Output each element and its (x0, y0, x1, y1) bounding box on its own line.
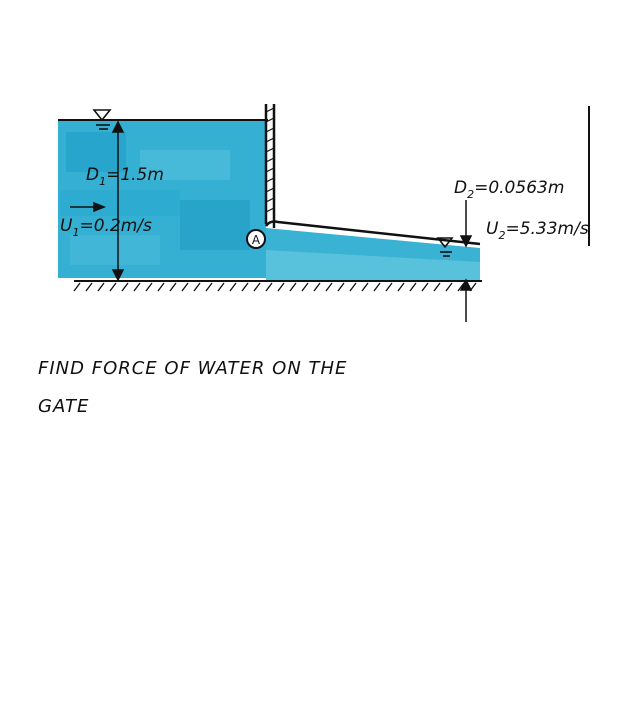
svg-text:U1=0.2m/s: U1=0.2m/s (60, 216, 152, 239)
upstream-water (58, 120, 266, 278)
depth-d1-arrow (111, 120, 125, 282)
sluice-gate (264, 104, 481, 246)
velocity-u1-arrow (70, 201, 107, 213)
channel-bed (73, 280, 482, 292)
label-d2: D2=0.0563m (454, 178, 564, 201)
problem-statement-line2: GATE (38, 396, 90, 417)
svg-text:A: A (252, 233, 261, 247)
gate-hinge: A (246, 229, 266, 249)
downstream-water (266, 228, 480, 280)
svg-text:U2=5.33m/s: U2=5.33m/s (486, 219, 589, 242)
depth-d2-arrows (459, 200, 473, 322)
label-u1: U1=0.2m/s (60, 216, 152, 239)
free-surface-symbol-upstream (92, 109, 112, 130)
free-surface-symbol-downstream (436, 237, 454, 257)
svg-text:D1=1.5m: D1=1.5m (86, 165, 164, 188)
label-u2: U2=5.33m/s (486, 219, 589, 242)
svg-text:D2=0.0563m: D2=0.0563m (454, 178, 564, 201)
problem-statement-line1: FIND FORCE OF WATER ON THE (38, 358, 348, 379)
label-d1: D1=1.5m (86, 165, 164, 188)
